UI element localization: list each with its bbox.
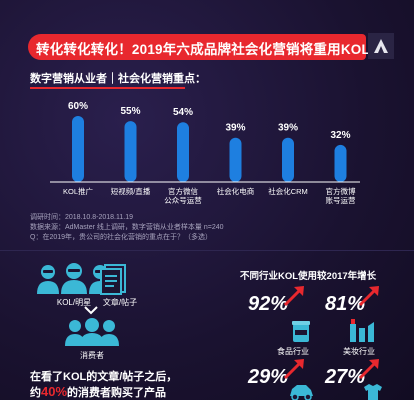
category-label-3: 社会化电商 [217,186,255,196]
category-label-2-line-0: 官方微信 [168,186,198,196]
bar-4 [282,137,294,182]
bar-2 [177,122,189,182]
food-industry-label: 食品行业 [277,347,309,356]
admaster-logo-icon [368,33,394,59]
survey-notes: 调研时间：2018.10.8-2018.11.19 数据来源：AdMaster … [30,213,224,243]
survey-question: Q：在2019年，贵公司的社会化营销的重点在于？（多选） [30,234,213,241]
title-banner [28,34,366,60]
bar-value-label-4: 39% [278,123,298,134]
growth-arrow-icon [283,286,304,307]
bar-value-label-3: 39% [225,123,245,134]
consumer-group-icon [65,318,119,346]
section-divider [0,250,414,251]
chart-subtitle: 数字营销从业者｜社会化营销重点： [30,73,206,85]
conclusion-prefix: 约 [30,387,41,399]
document-icon [100,264,126,295]
chevron-down-icon [84,306,98,315]
conclusion-highlight: 40% [41,384,68,399]
consumer-label: 消费者 [80,351,104,360]
bar-value-label-2: 54% [173,107,193,118]
subtitle-underline [30,87,185,89]
beauty-growth-value: 81% [325,293,366,315]
cosmetics-icon [350,319,374,342]
car-icon [290,385,313,400]
industry-growth-title: 不同行业KOL使用较2017年增长 [240,271,377,282]
growth-arrow-icon [358,359,379,380]
growth-arrow-icon [283,359,304,380]
industry-3-growth-value: 29% [248,366,289,388]
category-label-1: 短视频/直播 [111,186,151,196]
bar-0 [72,116,84,182]
category-label-0: KOL推广 [63,186,94,196]
conclusion-line-1: 在看了KOL的文章/帖子之后， [30,371,178,383]
shirt-icon [364,384,382,400]
category-label-5-line-1: 账号运营 [326,195,356,205]
food-can-icon [292,321,310,342]
bar-value-label-5: 32% [330,130,350,141]
bar-3 [229,137,242,182]
conclusion-line-2: 约40%的消费者购买了产品 [30,384,166,400]
beauty-industry-label: 美妆行业 [343,347,375,356]
bar-5 [334,144,347,182]
conclusion-suffix: 的消费者购买了产品 [67,387,167,399]
data-source: 数据来源：AdMaster 线上调研，数字营销从业者样本量 n=240 [30,224,224,231]
category-label-5-line-0: 官方微博 [326,186,356,196]
page-title: 转化转化转化！2019年六成品牌社会化营销将重用KOL [36,42,370,57]
bar-value-label-0: 60% [68,101,88,112]
content-label: 文章/帖子 [102,298,138,307]
industry-4-growth-value: 27% [325,366,366,388]
bar-1 [124,121,137,182]
food-growth-value: 92% [248,293,289,315]
category-label-4: 社会化CRM [268,186,308,196]
survey-date: 调研时间：2018.10.8-2018.11.19 [30,214,133,221]
growth-arrow-icon [358,286,379,307]
kol-label: KOL/明星 [56,298,92,307]
bar-value-label-1: 55% [120,106,140,117]
category-label-2-line-1: 公众号运营 [164,195,202,205]
